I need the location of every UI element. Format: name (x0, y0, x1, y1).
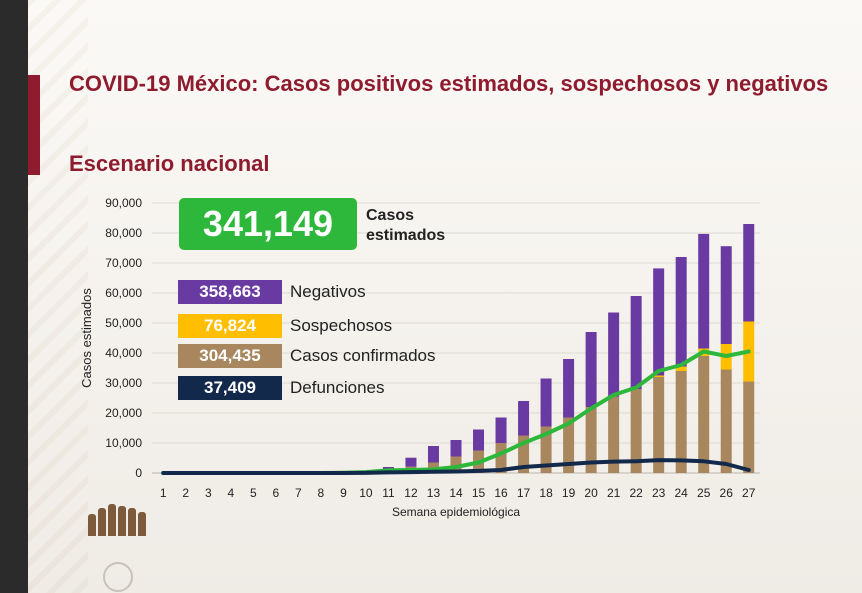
x-tick-label: 20 (584, 486, 598, 500)
x-tick-label: 22 (629, 486, 643, 500)
x-tick-label: 4 (227, 486, 234, 500)
line-defunciones (161, 458, 751, 475)
bar-negativos (630, 296, 642, 389)
stat-negativos-value: 358,663 (178, 280, 282, 304)
y-tick-label: 40,000 (105, 346, 142, 360)
bar-casos-confirmados (608, 396, 620, 473)
bar-sospechosos (653, 375, 665, 377)
x-tick-labels: 1 2 3 4 5 6 7 8 9 10 11 12 13 14 15 16 17 18 19 20 21 22 23 24 2… (160, 486, 756, 500)
y-tick-label: 90,000 (105, 196, 142, 210)
bar-casos-confirmados (653, 377, 665, 473)
bar-negativos (675, 257, 687, 367)
bar-casos-confirmados (518, 435, 530, 473)
bar-negativos (608, 312, 620, 397)
bar-casos-confirmados (495, 443, 507, 473)
stat-sospechosos-value: 76,824 (178, 314, 282, 338)
x-tick-label: 3 (205, 486, 212, 500)
x-tick-label: 13 (427, 486, 441, 500)
bar-casos-confirmados (450, 456, 462, 473)
x-tick-label: 23 (652, 486, 666, 500)
estimated-cases-value: 341,149 (179, 198, 357, 250)
bar-casos-confirmados (675, 371, 687, 473)
stat-negativos-label: Negativos (290, 282, 366, 301)
bar-negativos (495, 417, 507, 443)
x-tick-label: 1 (160, 486, 167, 500)
stat-defunciones-label: Defunciones (290, 378, 385, 397)
bar-casos-confirmados (563, 417, 575, 473)
bar-negativos (450, 440, 462, 457)
x-tick-label: 6 (273, 486, 280, 500)
stat-defunciones-value: 37,409 (178, 376, 282, 400)
y-tick-label: 30,000 (105, 376, 142, 390)
x-tick-label: 25 (697, 486, 711, 500)
stat-confirmados-value: 304,435 (178, 344, 282, 368)
stat-sospechosos-label: Sospechosos (290, 316, 393, 335)
y-tick-label: 10,000 (105, 436, 142, 450)
page-title: COVID-19 México: Casos positivos estimad… (69, 71, 829, 96)
x-tick-label: 10 (359, 486, 373, 500)
y-tick-label: 20,000 (105, 406, 142, 420)
y-axis-title: Casos estimados (79, 288, 94, 388)
bar-negativos (698, 233, 710, 349)
y-tick-label: 70,000 (105, 256, 142, 270)
x-tick-label: 27 (742, 486, 756, 500)
x-tick-label: 21 (607, 486, 621, 500)
bar-negativos (720, 246, 732, 344)
x-tick-label: 9 (340, 486, 347, 500)
x-axis-title: Semana epidemiológica (392, 505, 520, 519)
x-tick-label: 7 (295, 486, 302, 500)
page-subtitle: Escenario nacional (69, 151, 270, 176)
bar-negativos (473, 429, 485, 451)
bar-casos-confirmados (720, 369, 732, 473)
bar-negativos (653, 268, 665, 376)
x-tick-label: 18 (539, 486, 553, 500)
bar-negativos (427, 446, 439, 463)
bar-casos-confirmados (743, 381, 755, 473)
title-accent-bar (28, 75, 40, 175)
y-tick-label: 50,000 (105, 316, 142, 330)
x-tick-label: 8 (318, 486, 325, 500)
bar-negativos (518, 401, 530, 436)
x-tick-label: 12 (404, 486, 418, 500)
national-seal-icon (103, 562, 133, 592)
x-tick-label: 19 (562, 486, 576, 500)
x-tick-label: 11 (382, 486, 395, 500)
x-tick-label: 16 (494, 486, 508, 500)
lines (161, 349, 751, 475)
y-tick-label: 80,000 (105, 226, 142, 240)
x-tick-label: 14 (449, 486, 463, 500)
government-logo (86, 500, 152, 536)
stat-confirmados-label: Casos confirmados (290, 346, 436, 365)
bar-casos-confirmados (630, 389, 642, 473)
y-tick-labels: 0 10,000 20,000 30,000 40,000 50,000 60,000 70,… (105, 196, 142, 480)
bar-casos-confirmados (540, 426, 552, 473)
y-tick-label: 60,000 (105, 286, 142, 300)
estimated-cases-label: Casos estimados (366, 207, 446, 244)
bar-negativos (743, 224, 755, 322)
x-tick-label: 26 (720, 486, 734, 500)
x-tick-label: 5 (250, 486, 257, 500)
bar-casos-confirmados (698, 356, 710, 473)
bar-negativos (405, 457, 417, 467)
bar-negativos (540, 378, 552, 427)
bar-sospechosos (675, 366, 687, 371)
bar-negativos (563, 359, 575, 418)
bar-negativos (585, 332, 597, 407)
x-tick-label: 15 (472, 486, 486, 500)
y-tick-label: 0 (135, 466, 142, 480)
x-tick-label: 2 (182, 486, 189, 500)
x-tick-label: 24 (675, 486, 689, 500)
bar-casos-confirmados (585, 407, 597, 473)
x-tick-label: 17 (517, 486, 531, 500)
